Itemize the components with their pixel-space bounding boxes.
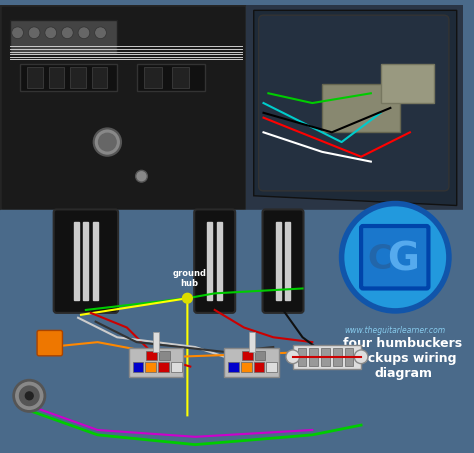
Bar xyxy=(73,222,79,300)
Bar xyxy=(0,5,246,210)
Circle shape xyxy=(19,386,39,405)
FancyBboxPatch shape xyxy=(54,209,118,313)
Bar xyxy=(285,222,291,300)
Bar xyxy=(242,351,253,360)
Bar xyxy=(146,351,157,360)
Text: G: G xyxy=(387,240,419,278)
FancyBboxPatch shape xyxy=(37,330,63,356)
Bar xyxy=(83,222,88,300)
Bar xyxy=(171,361,182,372)
Bar xyxy=(146,361,156,372)
Bar xyxy=(254,361,264,372)
Bar xyxy=(49,67,64,88)
Bar xyxy=(92,67,107,88)
Bar xyxy=(322,83,400,132)
Bar xyxy=(158,361,169,372)
Text: www.theguitarlearner.com: www.theguitarlearner.com xyxy=(345,326,446,335)
Text: C: C xyxy=(367,243,392,276)
Bar xyxy=(333,348,342,366)
Circle shape xyxy=(95,27,106,39)
Bar xyxy=(217,222,222,300)
Circle shape xyxy=(99,133,116,151)
Bar xyxy=(153,333,159,352)
FancyBboxPatch shape xyxy=(259,15,449,191)
Circle shape xyxy=(12,27,23,39)
FancyBboxPatch shape xyxy=(194,209,235,313)
Circle shape xyxy=(342,203,449,311)
Bar xyxy=(255,351,265,360)
Circle shape xyxy=(136,170,147,182)
Bar xyxy=(241,361,252,372)
Circle shape xyxy=(354,350,368,364)
Bar xyxy=(310,348,318,366)
Text: four humbuckers
puckups wiring
diagram: four humbuckers puckups wiring diagram xyxy=(344,337,463,380)
Bar xyxy=(345,348,353,366)
Bar xyxy=(228,361,239,372)
Bar xyxy=(137,64,205,92)
Bar xyxy=(133,361,144,372)
Bar xyxy=(19,64,117,92)
Circle shape xyxy=(45,27,56,39)
Bar xyxy=(172,67,189,88)
Bar xyxy=(208,222,212,300)
Bar xyxy=(27,67,43,88)
Circle shape xyxy=(94,128,121,156)
Circle shape xyxy=(78,27,90,39)
FancyBboxPatch shape xyxy=(263,209,303,313)
Bar xyxy=(298,348,307,366)
Bar xyxy=(266,361,277,372)
Bar xyxy=(276,222,281,300)
Bar xyxy=(246,5,463,210)
Bar xyxy=(145,67,162,88)
Circle shape xyxy=(286,350,300,364)
Circle shape xyxy=(14,380,45,411)
Bar xyxy=(321,348,330,366)
Text: ground
hub: ground hub xyxy=(173,269,206,289)
FancyBboxPatch shape xyxy=(361,226,428,289)
Bar xyxy=(93,222,98,300)
Bar xyxy=(10,20,117,54)
Bar xyxy=(0,210,463,448)
Bar xyxy=(225,348,279,377)
Circle shape xyxy=(182,294,192,303)
Circle shape xyxy=(62,27,73,39)
Bar xyxy=(159,351,170,360)
Bar xyxy=(293,345,361,370)
Bar xyxy=(70,67,86,88)
Bar xyxy=(2,7,244,208)
Polygon shape xyxy=(254,10,457,206)
Circle shape xyxy=(26,392,33,400)
Bar xyxy=(129,348,183,377)
Bar xyxy=(249,333,255,352)
Bar xyxy=(381,64,434,103)
Circle shape xyxy=(28,27,40,39)
